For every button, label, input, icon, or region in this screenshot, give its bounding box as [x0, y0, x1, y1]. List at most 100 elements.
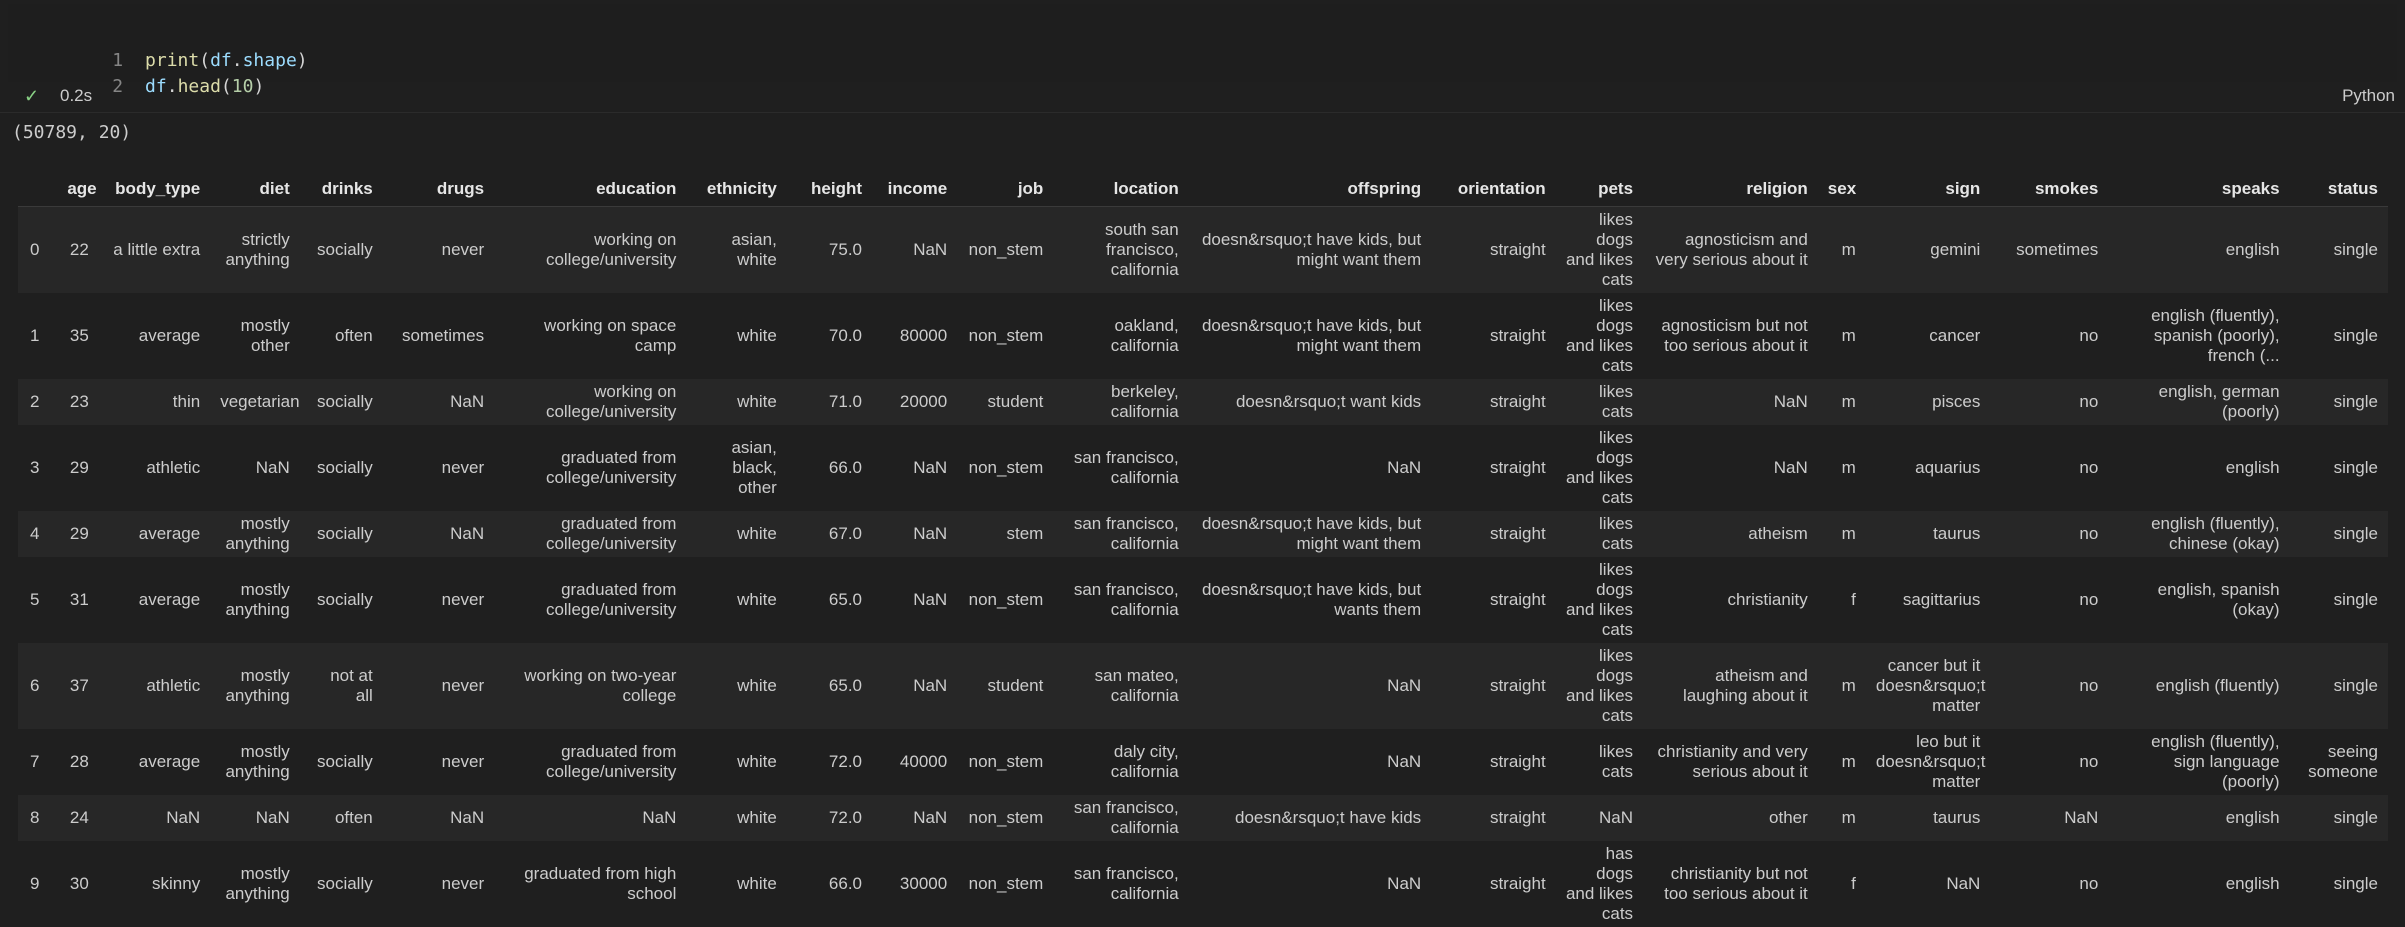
table-cell: doesn&rsquo;t have kids, but might want … [1189, 511, 1431, 557]
table-cell: berkeley, california [1053, 379, 1188, 425]
table-cell: single [2290, 841, 2388, 927]
column-header-speaks: speaks [2108, 172, 2289, 207]
table-cell: mostly other [210, 293, 300, 379]
table-cell: stem [957, 511, 1053, 557]
table-cell: NaN [99, 795, 210, 841]
table-cell: socially [300, 207, 383, 294]
table-cell: english (fluently), chinese (okay) [2108, 511, 2289, 557]
table-cell: single [2290, 379, 2388, 425]
table-cell: white [686, 643, 786, 729]
table-cell: agnosticism but not too serious about it [1643, 293, 1818, 379]
table-cell: white [686, 729, 786, 795]
table-cell: oakland, california [1053, 293, 1188, 379]
table-cell: agnosticism and very serious about it [1643, 207, 1818, 294]
column-header-location: location [1053, 172, 1188, 207]
table-cell: straight [1431, 379, 1556, 425]
execution-time: 0.2s [60, 82, 92, 110]
column-header-religion: religion [1643, 172, 1818, 207]
table-cell: doesn&rsquo;t have kids [1189, 795, 1431, 841]
table-cell: skinny [99, 841, 210, 927]
table-cell: graduated from college/university [494, 729, 686, 795]
table-cell: 65.0 [787, 557, 872, 643]
table-cell: never [383, 643, 494, 729]
table-cell: white [686, 557, 786, 643]
table-cell: NaN [1866, 841, 1991, 927]
table-cell: san francisco, california [1053, 511, 1188, 557]
table-cell: asian, white [686, 207, 786, 294]
table-cell: graduated from college/university [494, 511, 686, 557]
table-cell: NaN [1643, 379, 1818, 425]
table-cell: NaN [1643, 425, 1818, 511]
table-cell: 75.0 [787, 207, 872, 294]
table-cell: sometimes [383, 293, 494, 379]
table-cell: socially [300, 511, 383, 557]
column-header-ethnicity: ethnicity [686, 172, 786, 207]
table-cell: san francisco, california [1053, 557, 1188, 643]
table-cell: white [686, 841, 786, 927]
table-cell: never [383, 207, 494, 294]
table-cell: english [2108, 841, 2289, 927]
table-cell: taurus [1866, 511, 1991, 557]
table-cell: athletic [99, 643, 210, 729]
table-cell: 24 [57, 795, 99, 841]
table-cell: has dogs and likes cats [1556, 841, 1643, 927]
table-cell: 40000 [872, 729, 957, 795]
table-cell: white [686, 293, 786, 379]
table-cell: m [1818, 795, 1866, 841]
column-header-offspring: offspring [1189, 172, 1431, 207]
table-cell: single [2290, 643, 2388, 729]
table-cell: graduated from college/university [494, 425, 686, 511]
column-header-status: status [2290, 172, 2388, 207]
table-cell: never [383, 729, 494, 795]
row-index: 8 [18, 795, 57, 841]
table-cell: 67.0 [787, 511, 872, 557]
table-cell: single [2290, 425, 2388, 511]
table-cell: 72.0 [787, 729, 872, 795]
table-cell: NaN [1990, 795, 2108, 841]
table-cell: NaN [872, 511, 957, 557]
table-cell: christianity [1643, 557, 1818, 643]
column-header-age: age [57, 172, 99, 207]
table-cell: NaN [210, 795, 300, 841]
table-cell: not at all [300, 643, 383, 729]
table-cell: non_stem [957, 293, 1053, 379]
table-cell: straight [1431, 207, 1556, 294]
table-cell: 29 [57, 511, 99, 557]
table-cell: often [300, 795, 383, 841]
table-cell: 22 [57, 207, 99, 294]
table-cell: strictly anything [210, 207, 300, 294]
column-header-job: job [957, 172, 1053, 207]
table-cell: mostly anything [210, 643, 300, 729]
table-cell: 20000 [872, 379, 957, 425]
table-cell: white [686, 795, 786, 841]
table-cell: athletic [99, 425, 210, 511]
table-cell: 31 [57, 557, 99, 643]
column-header-height: height [787, 172, 872, 207]
kernel-language[interactable]: Python [2342, 82, 2395, 110]
table-cell: 30000 [872, 841, 957, 927]
table-cell: no [1990, 841, 2108, 927]
table-cell: NaN [872, 795, 957, 841]
table-cell: NaN [383, 511, 494, 557]
table-cell: average [99, 293, 210, 379]
table-cell: m [1818, 643, 1866, 729]
table-cell: 35 [57, 293, 99, 379]
table-cell: 28 [57, 729, 99, 795]
column-header-sex: sex [1818, 172, 1866, 207]
table-cell: never [383, 425, 494, 511]
row-index: 1 [18, 293, 57, 379]
table-cell: cancer but it doesn&rsquo;t matter [1866, 643, 1991, 729]
table-cell: english (fluently), spanish (poorly), fr… [2108, 293, 2289, 379]
table-cell: single [2290, 293, 2388, 379]
table-cell: pisces [1866, 379, 1991, 425]
table-cell: taurus [1866, 795, 1991, 841]
